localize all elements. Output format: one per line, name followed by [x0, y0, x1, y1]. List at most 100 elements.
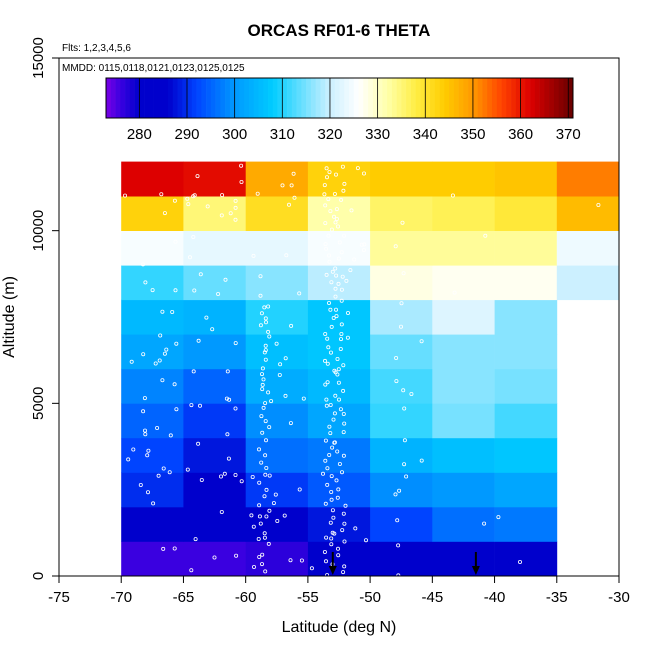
- obs-dot: [323, 382, 328, 387]
- x-axis-label: Latitude (deg N): [282, 619, 397, 636]
- obs-dot: [191, 369, 196, 374]
- colorbar-segment: [306, 78, 312, 118]
- colorbar-segment: [120, 78, 126, 118]
- heatmap-cell: [494, 196, 558, 231]
- colorbar-segment: [353, 78, 359, 118]
- obs-dot: [267, 508, 272, 513]
- heatmap-cells: [121, 161, 620, 577]
- colorbar-segment: [315, 78, 321, 118]
- heatmap-cell: [183, 472, 246, 508]
- obs-dot: [263, 569, 268, 574]
- obs-dot: [288, 558, 293, 563]
- obs-dot: [336, 380, 341, 385]
- heatmap-cell: [245, 196, 309, 231]
- obs-dot: [361, 248, 366, 253]
- obs-dot: [162, 211, 167, 216]
- obs-dot: [324, 166, 329, 171]
- obs-dot: [326, 253, 331, 258]
- latitude-arrows: [328, 552, 480, 575]
- obs-dot: [327, 259, 332, 264]
- obs-dot: [344, 278, 349, 283]
- obs-dot: [452, 290, 457, 295]
- obs-dot: [273, 492, 278, 497]
- obs-dot: [341, 188, 346, 193]
- colorbar-segment: [320, 78, 326, 118]
- obs-dot: [131, 447, 136, 452]
- heatmap-cell: [494, 541, 558, 577]
- obs-dot: [289, 323, 294, 328]
- colorbar-segment: [477, 78, 483, 118]
- obs-dot: [256, 537, 261, 542]
- obs-dot: [402, 438, 407, 443]
- x-tick-label: -35: [546, 589, 568, 606]
- colorbar-tick-label: 320: [317, 126, 342, 143]
- colorbar-segment: [515, 78, 521, 118]
- obs-dot: [333, 266, 338, 271]
- obs-dot: [286, 202, 291, 207]
- obs-dot: [393, 492, 398, 497]
- obs-dot: [334, 273, 339, 278]
- obs-dot: [172, 546, 177, 551]
- obs-dot: [284, 253, 289, 258]
- obs-dot: [228, 211, 233, 216]
- colorbar-segment: [206, 78, 212, 118]
- obs-dot: [332, 440, 337, 445]
- colorbar-segment: [115, 78, 121, 118]
- obs-dot: [339, 331, 344, 336]
- obs-dot: [322, 550, 327, 555]
- obs-dot: [335, 372, 340, 377]
- obs-dot: [251, 524, 256, 529]
- obs-dot: [258, 521, 263, 526]
- obs-dot: [197, 403, 202, 408]
- colorbar-segment: [277, 78, 283, 118]
- heatmap-cell: [494, 506, 558, 542]
- heatmap-cell: [183, 506, 246, 542]
- heatmap-cell: [494, 368, 558, 404]
- obs-dot: [329, 489, 334, 494]
- obs-dot: [323, 242, 328, 247]
- obs-dot: [336, 397, 341, 402]
- colorbar-segment: [501, 78, 507, 118]
- x-tick-label: -45: [421, 589, 443, 606]
- colorbar-segment: [172, 78, 178, 118]
- colorbar-segment: [363, 78, 369, 118]
- obs-dot: [342, 421, 347, 426]
- obs-dot: [142, 428, 147, 433]
- colorbar-segment: [420, 78, 426, 118]
- obs-dot: [261, 377, 266, 382]
- obs-dot: [263, 316, 268, 321]
- colorbar-segment: [110, 78, 116, 118]
- colorbar-segment: [129, 78, 135, 118]
- obs-dot: [324, 403, 329, 408]
- obs-dot: [339, 322, 344, 327]
- heatmap-cell: [494, 299, 558, 335]
- colorbar-segment: [511, 78, 517, 118]
- obs-dot: [191, 194, 196, 199]
- obs-dot: [396, 543, 401, 548]
- x-tick-label: -75: [48, 589, 70, 606]
- arrow-head: [328, 566, 337, 575]
- obs-dot: [142, 396, 147, 401]
- obs-dot: [395, 518, 400, 523]
- obs-dot: [326, 233, 331, 238]
- obs-dot: [353, 526, 358, 531]
- obs-dot: [150, 288, 155, 293]
- obs-dot: [274, 341, 279, 346]
- obs-dot: [225, 369, 230, 374]
- obs-dot: [349, 208, 354, 213]
- obs-dot: [259, 372, 264, 377]
- colorbar-segment: [158, 78, 164, 118]
- obs-dot: [596, 202, 601, 207]
- colorbar-segment: [167, 78, 174, 118]
- obs-dot: [282, 513, 287, 518]
- colorbar-segment: [153, 78, 159, 118]
- obs-dot: [327, 452, 332, 457]
- heatmap-cell: [370, 299, 433, 335]
- obs-dot: [328, 209, 333, 214]
- obs-dot: [204, 315, 209, 320]
- heatmap-cell: [245, 368, 309, 404]
- obs-dot: [167, 470, 172, 475]
- colorbar-segment: [263, 78, 269, 118]
- obs-dot: [168, 433, 173, 438]
- x-tick-label: -50: [359, 589, 381, 606]
